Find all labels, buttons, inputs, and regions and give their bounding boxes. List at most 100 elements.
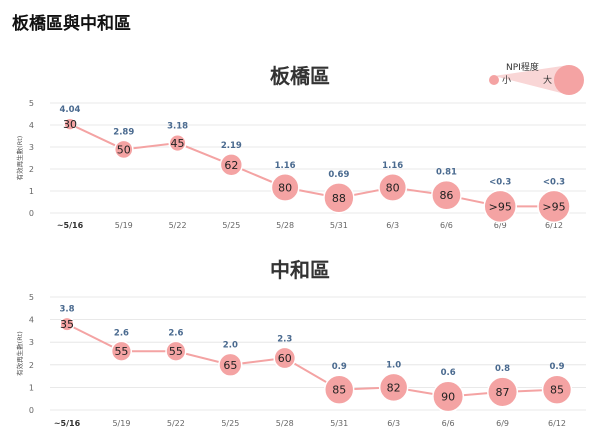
rt-value-label: 2.0: [223, 340, 238, 350]
npi-label: >95: [542, 200, 565, 213]
y-tick-label: 5: [29, 99, 34, 108]
rt-value-label: 4.04: [60, 105, 81, 115]
y-tick-label: 0: [29, 209, 34, 218]
data-point: [63, 117, 77, 131]
x-tick-label: 6/12: [545, 221, 563, 230]
npi-label: 55: [169, 345, 183, 358]
x-tick-label: 5/22: [167, 419, 185, 428]
rt-value-label: 0.9: [549, 362, 564, 372]
npi-label: 88: [332, 192, 346, 205]
y-tick-label: 4: [29, 121, 34, 130]
npi-label: 82: [387, 381, 401, 394]
data-point: [270, 173, 300, 202]
data-point: [110, 340, 133, 362]
y-tick-label: 1: [29, 383, 34, 392]
legend-large-label: 大: [543, 74, 552, 86]
npi-label: 85: [550, 384, 564, 397]
data-point: [165, 340, 187, 362]
x-tick-label: 6/6: [440, 221, 453, 230]
rt-value-label: 0.8: [495, 364, 510, 374]
x-tick-label: 5/25: [221, 419, 239, 428]
npi-label: 30: [63, 118, 77, 131]
data-point: [219, 153, 244, 177]
rt-value-label: 2.19: [221, 141, 242, 151]
y-tick-label: 1: [29, 187, 34, 196]
series-line: [66, 323, 558, 398]
y-axis-label: 有效再生數(Rt): [15, 136, 24, 181]
data-point: [113, 139, 134, 160]
data-point: [487, 376, 519, 408]
npi-label: 50: [117, 143, 131, 156]
npi-label: 35: [60, 318, 74, 331]
data-point: [273, 346, 297, 370]
rt-value-label: 2.6: [168, 328, 183, 338]
npi-label: 90: [441, 390, 455, 403]
x-tick-label: 6/9: [496, 419, 509, 428]
rt-value-label: 2.89: [113, 127, 134, 137]
rt-value-label: 1.16: [382, 161, 403, 171]
npi-label: 80: [386, 181, 400, 194]
npi-label: 80: [278, 181, 292, 194]
legend-large-circle: [554, 65, 584, 95]
chart-title: 中和區: [270, 258, 330, 282]
y-tick-label: 3: [29, 338, 34, 347]
npi-label: 87: [496, 386, 510, 399]
npi-label: 62: [224, 159, 238, 172]
data-point: [537, 189, 571, 224]
npi-label: >95: [489, 200, 512, 213]
rt-value-label: 0.6: [441, 368, 456, 378]
npi-label: 86: [439, 189, 453, 202]
legend-title: NPI程度: [506, 61, 539, 73]
x-tick-label: 5/19: [115, 221, 133, 230]
page-title: 板橋區與中和區: [12, 14, 131, 34]
y-tick-label: 2: [29, 165, 34, 174]
npi-label: 85: [332, 384, 346, 397]
rt-value-label: 1.0: [386, 360, 401, 370]
chart-2: 中和區 0 1 2 3 4 5 有效再生數(Rt) ~5/16 5/19 5/22 5/25 5/28 5…: [15, 258, 586, 428]
rt-value-label: <0.3: [543, 177, 565, 187]
y-tick-label: 2: [29, 361, 34, 370]
rt-value-label: 2.3: [277, 334, 292, 344]
y-tick-label: 3: [29, 143, 34, 152]
data-point: [59, 316, 75, 332]
npi-label: 65: [223, 359, 237, 372]
x-tick-label: 5/19: [112, 419, 130, 428]
data-point: [378, 173, 408, 202]
data-point: [324, 374, 355, 405]
rt-value-label: 0.9: [332, 362, 347, 372]
legend-small-label: 小: [502, 75, 511, 86]
y-tick-label: 5: [29, 293, 34, 302]
rt-value-label: 2.6: [114, 328, 129, 338]
rt-value-label: 1.16: [275, 161, 296, 171]
npi-label: 55: [114, 345, 128, 358]
x-tick-label: 5/22: [169, 221, 187, 230]
x-tick-label: 6/3: [386, 221, 399, 230]
data-point: [432, 380, 465, 413]
data-point: [323, 182, 355, 214]
npi-label: 45: [171, 137, 185, 150]
legend-gradient-wedge: [494, 65, 569, 95]
y-tick-label: 0: [29, 406, 34, 415]
y-axis-label: 有效再生數(Rt): [15, 331, 24, 376]
rt-value-label: 0.81: [436, 168, 457, 178]
x-tick-label: 5/25: [222, 221, 240, 230]
rt-value-label: 3.18: [167, 122, 188, 132]
x-tick-label: 5/28: [276, 419, 294, 428]
data-point: [483, 189, 517, 224]
x-tick-label: 6/9: [494, 221, 507, 230]
x-tick-label: ~5/16: [57, 221, 84, 230]
chart-title: 板橋區: [270, 64, 330, 88]
data-point: [168, 133, 187, 153]
x-tick-label: ~5/16: [54, 419, 81, 428]
npi-label: 60: [278, 352, 292, 365]
x-tick-label: 5/31: [330, 419, 348, 428]
rt-value-label: 0.69: [328, 170, 349, 180]
y-tick-label: 4: [29, 316, 34, 325]
series-line: [69, 123, 554, 208]
x-tick-label: 6/3: [387, 419, 400, 428]
x-tick-label: 5/28: [276, 221, 294, 230]
x-tick-label: 6/12: [548, 419, 566, 428]
